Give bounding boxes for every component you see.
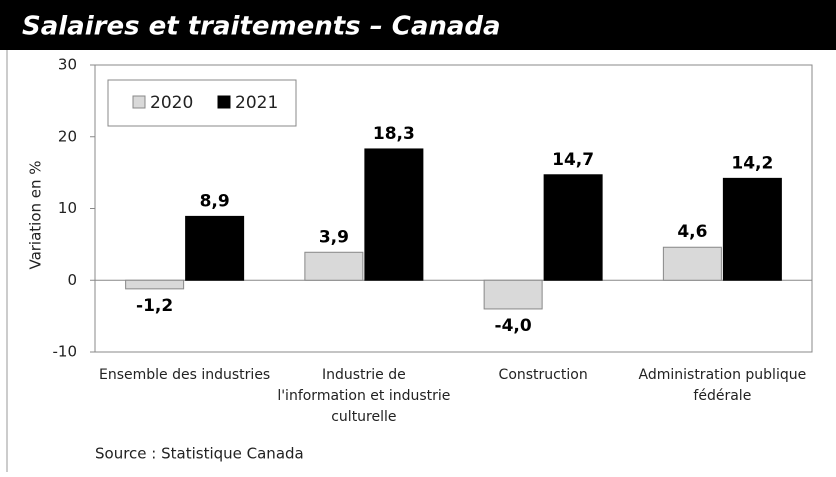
y-tick-label: 0 [67, 271, 77, 289]
value-label: -4,0 [495, 316, 532, 336]
value-label: -1,2 [136, 296, 173, 316]
x-tick-label: Construction [498, 367, 588, 383]
bar [364, 148, 424, 281]
chart-title: Salaires et traitements – Canada [22, 12, 501, 42]
y-tick-label: 10 [58, 199, 77, 217]
x-tick-label: Ensemble des industries [99, 367, 271, 383]
legend-label: 2020 [150, 93, 193, 113]
value-label: 8,9 [200, 191, 230, 211]
bar [543, 174, 603, 281]
value-label: 14,2 [731, 153, 773, 173]
x-tick-label: Administration publique fédérale [638, 367, 807, 404]
source: Source : Statistique Canada [95, 445, 304, 463]
value-label: 18,3 [373, 124, 415, 144]
bar [483, 279, 543, 310]
x-tick-label: Industrie de l'information et industrie … [277, 367, 451, 425]
legend-swatch [132, 95, 146, 109]
bar [185, 215, 245, 281]
y-tick-label: 30 [58, 56, 77, 74]
bar [662, 246, 722, 281]
title-banner [0, 0, 836, 50]
bar [722, 177, 782, 281]
y-tick-label: 20 [58, 127, 77, 145]
y-axis-label: Variation en % [27, 160, 45, 269]
value-label: 14,7 [552, 150, 594, 170]
bar [125, 279, 185, 290]
value-label: 4,6 [677, 222, 707, 242]
legend-swatch [217, 95, 231, 109]
y-tick-label: -10 [53, 343, 78, 361]
legend-label: 2021 [235, 93, 278, 113]
value-label: 3,9 [319, 227, 349, 247]
bar [304, 251, 364, 281]
